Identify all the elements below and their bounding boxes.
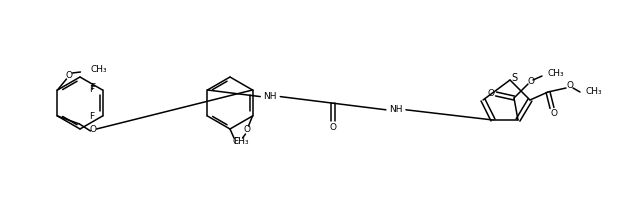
Text: O: O: [329, 123, 336, 132]
Text: CH₃: CH₃: [548, 68, 565, 78]
Text: O: O: [487, 89, 494, 99]
Text: O: O: [243, 125, 250, 135]
Text: O: O: [527, 77, 535, 85]
Text: CH₃: CH₃: [90, 66, 107, 74]
Text: CH₃: CH₃: [232, 137, 249, 146]
Text: NH: NH: [263, 92, 277, 101]
Text: O: O: [550, 109, 557, 119]
Text: F: F: [233, 136, 238, 146]
Text: O: O: [66, 72, 73, 80]
Text: F: F: [89, 111, 94, 120]
Text: CH₃: CH₃: [586, 88, 603, 97]
Text: F: F: [89, 85, 94, 94]
Text: NH: NH: [389, 105, 402, 114]
Text: O: O: [567, 82, 573, 90]
Text: S: S: [511, 73, 517, 83]
Text: F: F: [90, 83, 95, 93]
Text: O: O: [90, 125, 97, 134]
